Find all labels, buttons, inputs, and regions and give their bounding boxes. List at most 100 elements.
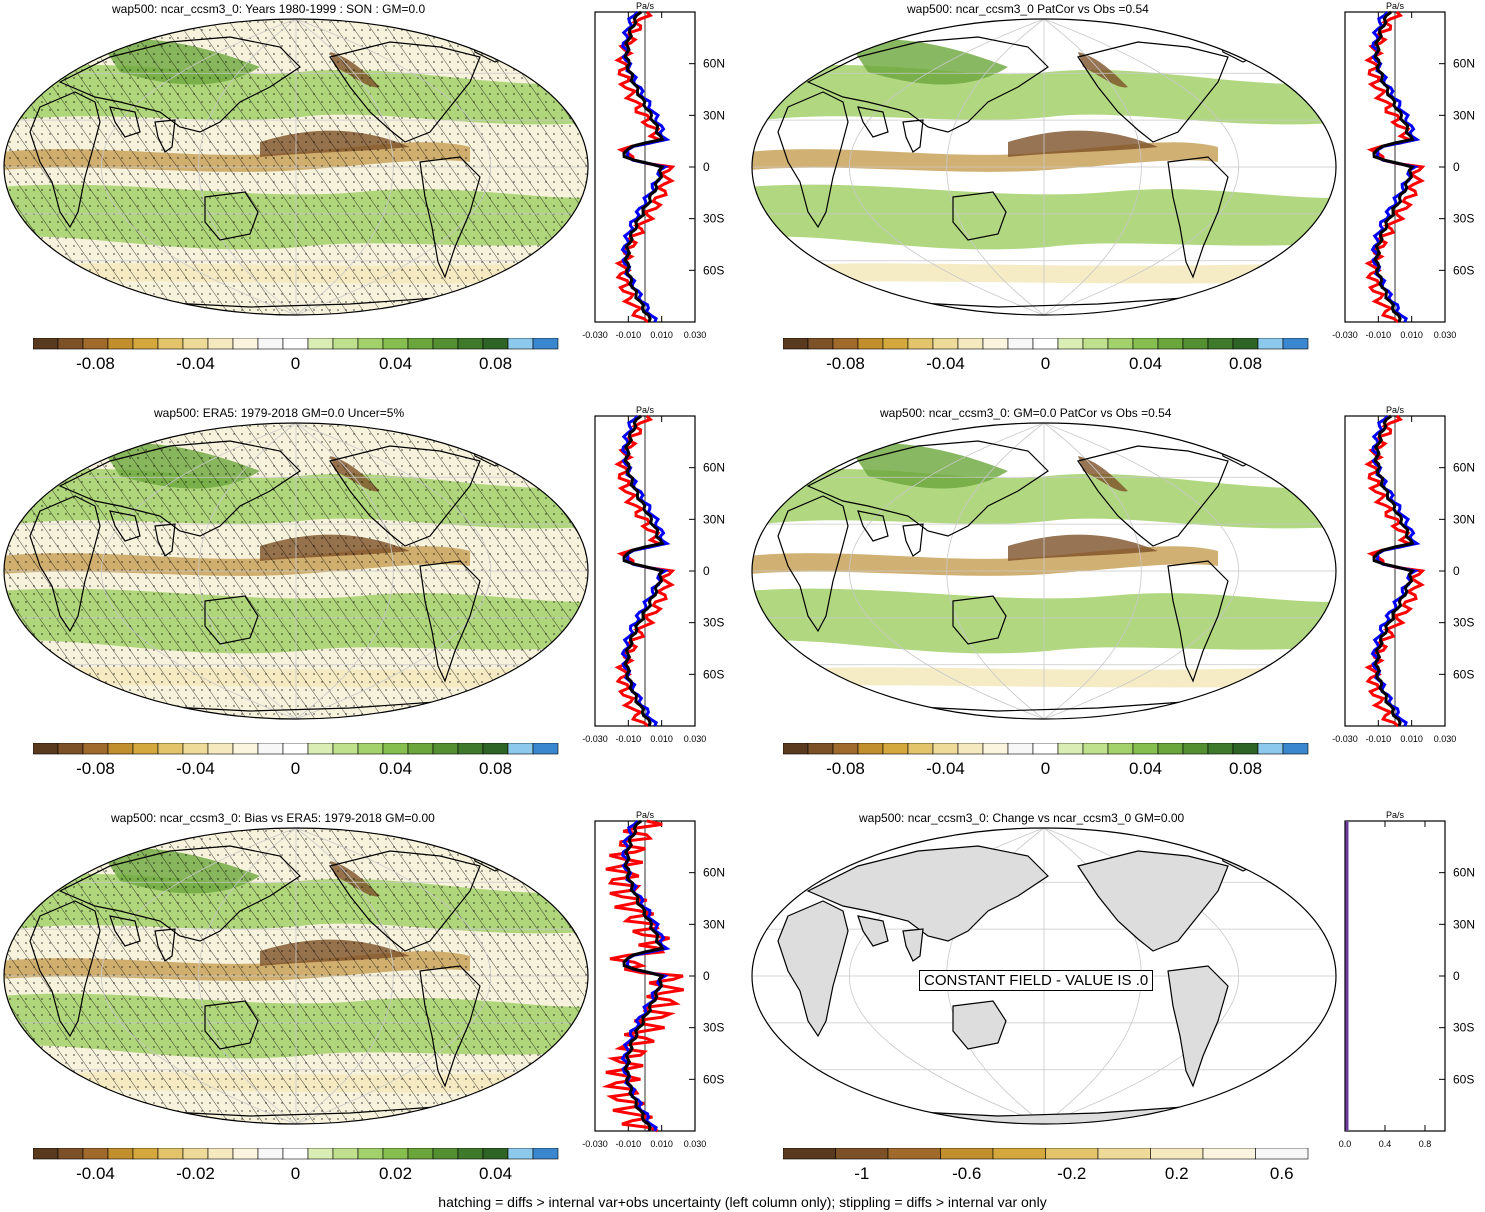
colorbar-swatch [207,743,234,755]
x-label: 0.010 [650,734,673,744]
map-border [751,422,1337,720]
colorbar-label: 0.08 [1229,759,1262,778]
ascent-band [752,588,1336,654]
colorbar-4: -0.08 -0.04 0 0.04 0.08 [783,743,1309,778]
colorbar-swatch [1232,743,1259,755]
colorbar-swatch [1282,338,1309,350]
colorbar-swatch [407,743,434,755]
profile-frame [1344,820,1446,1132]
colorbar-swatch [857,338,884,350]
colorbar-swatch [357,1148,384,1160]
colorbar-swatch [332,338,359,350]
profile-line [622,10,665,323]
lat-label: 60S [1453,263,1474,277]
colorbar-label: -0.08 [826,354,865,373]
colorbar-swatch [957,338,984,350]
lat-label: 0 [1453,969,1460,983]
profile-unit: Pa/s [636,405,655,415]
x-label: -0.030 [582,734,608,744]
zonal-profile-3: Pa/s 60N 30N 0 30S 60S -0.030 -0.010 0.010 0.030 [582,405,725,744]
profile-unit: Pa/s [1386,405,1405,415]
colorbar-label: 0.2 [1165,1164,1189,1183]
descent-core [1078,456,1128,492]
x-label: -0.030 [1332,734,1358,744]
lat-label: 30N [1453,108,1475,122]
colorbar-swatch [1082,338,1109,350]
lat-label: 60S [703,263,724,277]
lat-label: 0 [1453,160,1460,174]
colorbar-swatch [932,743,959,755]
profile-line [1372,10,1415,323]
colorbar-swatch [1202,1148,1256,1160]
colorbar-label: 0.6 [1270,1164,1294,1183]
colorbar-label: 0 [291,759,300,778]
colorbar-swatch [457,743,484,755]
x-label: -0.010 [616,1139,642,1149]
colorbar-swatch [1132,743,1159,755]
colorbar-swatch [107,743,134,755]
lat-label: 30S [1453,616,1474,630]
map-panel-4 [751,422,1337,720]
colorbar-swatch [207,1148,234,1160]
colorbar-swatch [482,1148,509,1160]
x-label: 0.0 [1339,1139,1352,1149]
colorbar-swatch [882,743,909,755]
lat-label: 30S [703,212,724,226]
colorbar-label: 0 [291,1164,300,1183]
colorbar-swatch [33,743,59,755]
colorbar-swatch [532,743,559,755]
panel-title-3: wap500: ERA5: 1979-2018 GM=0.0 Uncer=5% [154,406,405,420]
zonal-profile-2: Pa/s 60N 30N 0 30S 60S -0.030 -0.010 0.010 0.030 [1332,1,1475,340]
colorbar-swatch [832,743,859,755]
profile-unit: Pa/s [636,1,655,11]
colorbar-label: -0.04 [926,354,965,373]
map-panel-1 [3,18,589,316]
colorbar-swatch [835,1148,889,1160]
colorbar-swatch [382,1148,409,1160]
x-label: 0.010 [650,330,673,340]
zonal-profile-5: Pa/s 60N 30N 0 30S 60S -0.030 -0.010 0.010 0.030 [582,810,725,1149]
map-border [3,827,589,1125]
colorbar-label: -0.08 [76,759,115,778]
graticule [4,19,588,315]
map-border [751,827,1337,1125]
colorbar-label: -1 [854,1164,869,1183]
colorbar-label: -0.6 [952,1164,981,1183]
colorbar-swatch [232,1148,259,1160]
lat-label: 60S [1453,1072,1474,1086]
footer-note: hatching = diffs > internal var+obs unce… [438,1194,1047,1210]
colorbar-swatch [182,743,209,755]
colorbar-label: 0 [1041,759,1050,778]
descent-core [1008,130,1158,157]
lat-label: 30N [1453,512,1475,526]
lat-label: 60N [1453,866,1475,880]
colorbar-swatch [857,743,884,755]
x-label: -0.010 [1366,734,1392,744]
x-label: 0.030 [1434,734,1457,744]
colorbar-swatch [432,743,459,755]
x-label: 0.030 [684,330,707,340]
colorbar-label: -0.02 [176,1164,215,1183]
panel-title-5: wap500: ncar_ccsm3_0: Bias vs ERA5: 1979… [111,811,435,825]
colorbar-swatch [1107,743,1134,755]
lat-label: 60N [703,866,725,880]
colorbar-swatch [982,338,1009,350]
colorbar-label: 0.04 [379,354,412,373]
x-label: 0.030 [684,1139,707,1149]
colorbar-swatch [157,743,184,755]
lat-label: 0 [703,160,710,174]
colorbar-swatch [807,338,834,350]
colorbar-swatch [432,338,459,350]
colorbar-swatch [507,1148,534,1160]
colorbar-label: 0.04 [1129,759,1162,778]
descent-core [1078,52,1128,88]
lat-label: 30N [1453,917,1475,931]
x-label: -0.010 [616,734,642,744]
colorbar-2: -0.08 -0.04 0 0.04 0.08 [783,338,1309,373]
colorbar-swatch [507,743,534,755]
zonal-profile-1: Pa/s 60N 30N 0 30S 60S -0.030 -0.010 0.010 0.030 [582,1,725,340]
colorbar-swatch [907,743,934,755]
colorbar-label: 0.04 [479,1164,512,1183]
x-label: 0.030 [1434,330,1457,340]
subsidence-band [752,666,1336,688]
